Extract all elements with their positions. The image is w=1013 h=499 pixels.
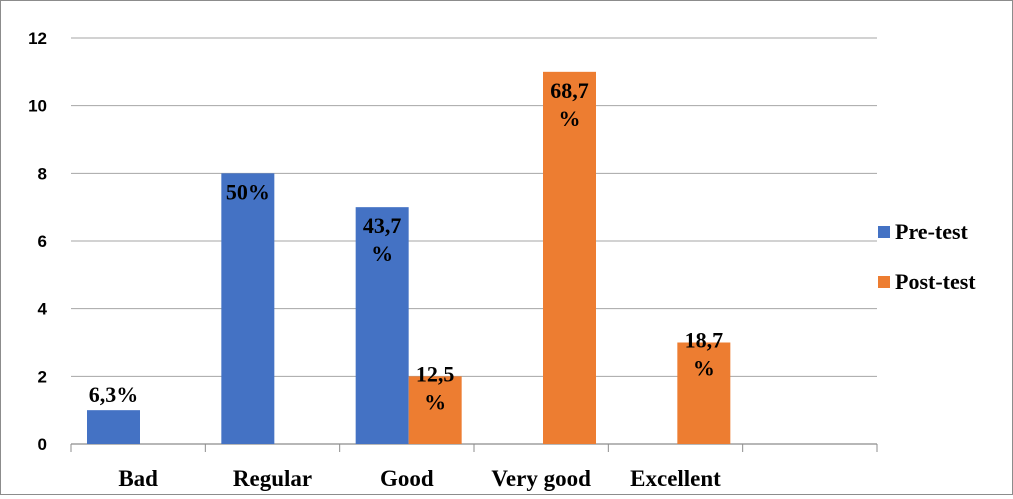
data-label: 50% (226, 179, 270, 204)
y-tick-label: 6 (38, 232, 47, 251)
x-tick-label: Bad (118, 466, 158, 491)
legend-label: Post-test (895, 269, 976, 294)
legend-label: Pre-test (895, 219, 969, 244)
data-label: 6,3% (89, 382, 139, 407)
bars (87, 71, 731, 445)
data-labels: 6,3% 50% 43,7 % 12,5 % 68,7 % 18,7% (89, 78, 723, 415)
post-test-bar (677, 342, 731, 444)
data-label: 18,7% (685, 328, 724, 381)
y-tick-label: 4 (38, 300, 48, 319)
x-tick-label: Excellent (630, 466, 721, 491)
post-test-bar (408, 376, 462, 444)
y-tick-label: 2 (38, 367, 47, 386)
axes: 0 2 4 6 8 10 12 Bad Regular Good Very good Excellen… (28, 29, 878, 491)
legend: Pre-test Post-test (878, 219, 976, 294)
data-label: 43,7% (363, 213, 402, 266)
post-test-bar (543, 71, 596, 444)
x-tick-label: Regular (233, 466, 312, 491)
y-tick-label: 12 (28, 29, 47, 48)
pre-test-bar (87, 410, 140, 444)
legend-swatch (878, 226, 890, 238)
x-tick-label: Very good (491, 466, 591, 491)
legend-swatch (878, 276, 890, 288)
y-tick-label: 0 (38, 435, 47, 454)
y-tick-label: 8 (38, 164, 47, 183)
data-label: 68,7% (550, 78, 589, 131)
data-label: 12,5% (416, 361, 455, 414)
gridlines (71, 37, 877, 377)
y-tick-label: 10 (28, 97, 47, 116)
pre-test-bar (355, 207, 409, 444)
x-tick-label: Good (380, 466, 434, 491)
pre-test-bar (221, 173, 275, 445)
